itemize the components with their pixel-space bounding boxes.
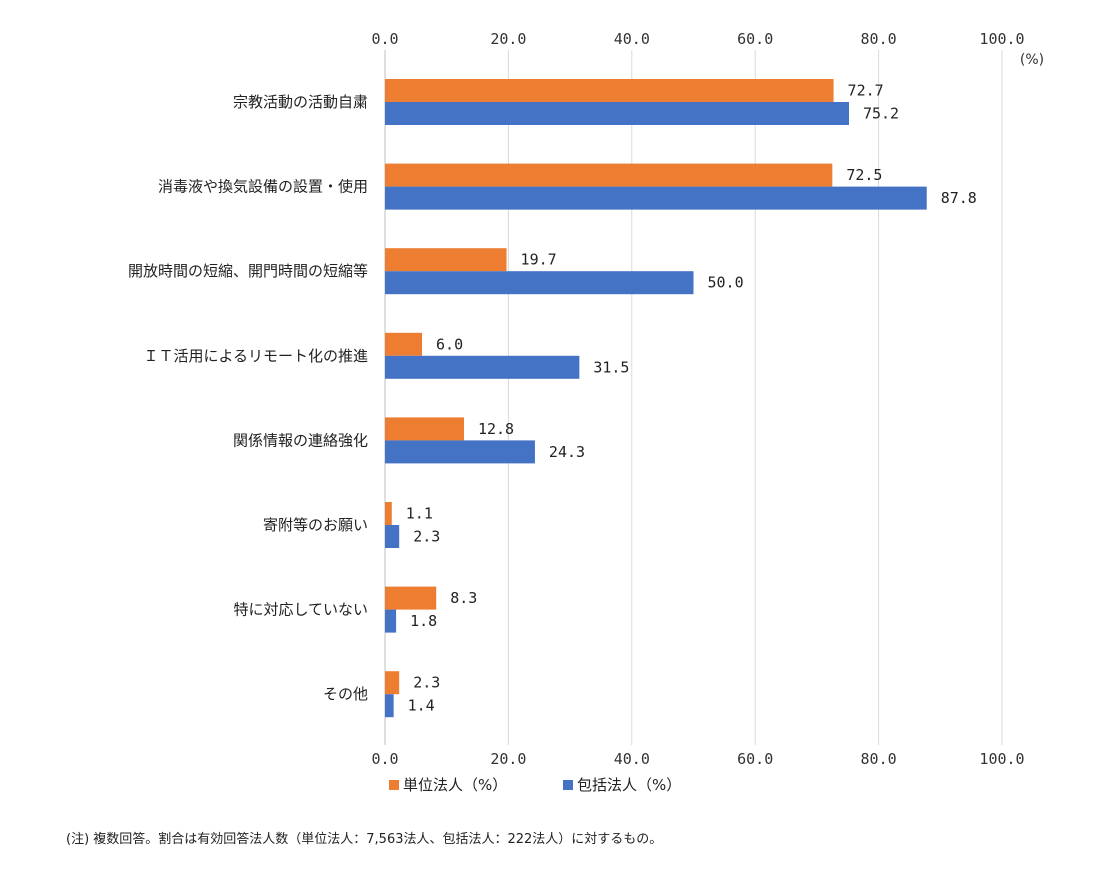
x-tick-label-bottom: 80.0 [861, 750, 897, 768]
bar [385, 525, 400, 548]
bar [385, 417, 464, 441]
legend-swatch [389, 780, 399, 790]
legend-label: 包括法人（%） [577, 776, 681, 794]
data-label: 24.3 [549, 443, 585, 461]
category-label: 寄附等のお願い [263, 516, 368, 534]
data-label: 87.8 [941, 189, 977, 207]
footnote: (注) 複数回答。割合は有効回答法人数（単位法人：7,563法人、包括法人：22… [66, 832, 663, 847]
category-label: その他 [323, 685, 368, 703]
data-label: 6.0 [436, 335, 463, 353]
x-tick-label-top: 40.0 [614, 30, 650, 48]
category-label: 消毒液や換気設備の設置・使用 [158, 178, 368, 196]
bar [385, 694, 394, 718]
category-label: 開放時間の短縮、開門時間の短縮等 [128, 262, 368, 280]
x-tick-label-top: 0.0 [371, 30, 398, 48]
x-tick-label-bottom: 100.0 [979, 750, 1024, 768]
unit-label: (%) [1020, 52, 1044, 68]
gridlines [384, 50, 1003, 745]
data-label: 72.5 [846, 166, 882, 184]
x-tick-label-bottom: 0.0 [371, 750, 398, 768]
category-label: 宗教活動の活動自粛 [233, 93, 368, 111]
data-label: 2.3 [413, 674, 440, 692]
bar [385, 586, 437, 610]
data-label: 19.7 [521, 251, 557, 269]
bars [385, 79, 927, 718]
data-labels: 72.7 75.2 72.5 87.8 19.7 50.0 6.0 31.5 12.8 24.3 1… [406, 82, 977, 715]
data-label: 1.1 [406, 505, 433, 523]
x-tick-label-bottom: 60.0 [737, 750, 773, 768]
category-label: ＩＴ活用によるリモート化の推進 [143, 347, 368, 365]
legend-swatch [563, 780, 573, 790]
x-axis-top-ticks: 0.0 20.0 40.0 60.0 80.0 100.0 [371, 30, 1024, 48]
x-tick-label-top: 60.0 [737, 30, 773, 48]
x-axis-bottom-ticks: 0.0 20.0 40.0 60.0 80.0 100.0 [371, 750, 1024, 768]
x-tick-label-bottom: 20.0 [490, 750, 526, 768]
legend: 単位法人（%） 包括法人（%） [389, 776, 681, 794]
data-label: 12.8 [478, 420, 514, 438]
data-label: 31.5 [593, 358, 629, 376]
bar [385, 186, 927, 210]
data-label: 72.7 [848, 82, 884, 100]
bar [385, 271, 694, 295]
x-tick-label-top: 80.0 [861, 30, 897, 48]
bar [385, 248, 507, 272]
x-tick-label-bottom: 40.0 [614, 750, 650, 768]
bar [385, 355, 580, 379]
data-label: 2.3 [413, 528, 440, 546]
data-label: 75.2 [863, 105, 899, 123]
x-tick-label-top: 100.0 [979, 30, 1024, 48]
category-label: 関係情報の連絡強化 [233, 431, 368, 449]
bar [385, 79, 834, 102]
x-tick-label-top: 20.0 [490, 30, 526, 48]
data-label: 1.8 [410, 612, 437, 630]
bar [385, 332, 423, 356]
bar [385, 440, 535, 464]
data-label: 8.3 [450, 589, 477, 607]
bar [385, 609, 397, 633]
legend-label: 単位法人（%） [403, 776, 507, 794]
bar [385, 102, 849, 125]
bar [385, 163, 833, 187]
data-label: 50.0 [708, 274, 744, 292]
category-label: 特に対応していない [233, 601, 368, 619]
data-label: 1.4 [408, 697, 435, 715]
bar [385, 671, 400, 695]
bar [385, 502, 392, 525]
